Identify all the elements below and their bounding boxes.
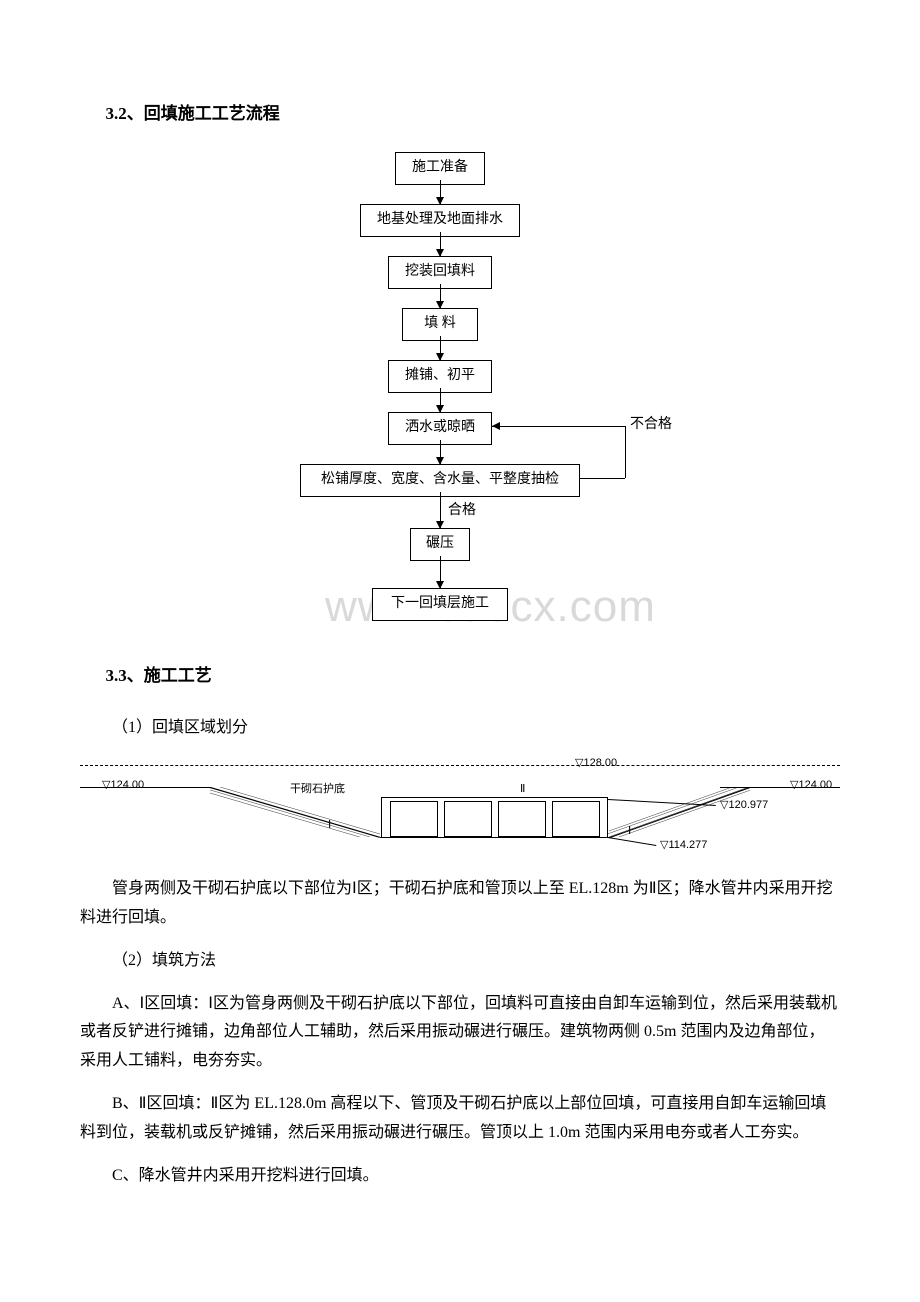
paragraph-method-c: C、降水管井内采用开挖料进行回填。 — [80, 1162, 840, 1191]
flowchart-arrow — [440, 440, 441, 464]
culvert-cell — [444, 801, 492, 837]
flowchart-arrow — [440, 336, 441, 360]
culvert-cell — [390, 801, 438, 837]
flowchart-arrow — [440, 232, 441, 256]
cs-label: Ⅰ — [628, 823, 631, 841]
flowchart-label-nok: 不合格 — [630, 414, 672, 436]
cs-label: ▽114.277 — [660, 837, 707, 855]
flowchart-arrow — [440, 284, 441, 308]
flowchart-label-ok: 合格 — [448, 500, 476, 522]
flowchart-arrow — [440, 492, 441, 528]
cs-label: 干砌石护底 — [290, 781, 345, 799]
culvert-cell — [498, 801, 546, 837]
cs-line — [607, 797, 608, 837]
flowchart-feedback-line — [580, 478, 625, 479]
cs-line — [608, 837, 656, 846]
cs-label: ▽120.977 — [720, 797, 768, 815]
flowchart-feedback-line — [625, 426, 626, 478]
cs-label: Ⅰ — [328, 817, 331, 835]
paragraph-fill-method-title: （2）填筑方法 — [80, 947, 840, 976]
cs-label: Ⅱ — [520, 781, 525, 799]
cs-dash-line — [80, 765, 840, 766]
cs-label: ▽124.00 — [102, 777, 144, 795]
paragraph-zone-desc: 管身两侧及干砌石护底以下部位为Ⅰ区；干砌石护底和管顶以上至 EL.128m 为Ⅱ… — [80, 875, 840, 933]
paragraph-method-a: A、Ⅰ区回填：Ⅰ区为管身两侧及干砌石护底以下部位，回填料可直接由自卸车运输到位，… — [80, 990, 840, 1076]
cs-label: ▽128.00 — [575, 755, 617, 773]
cs-line — [382, 797, 608, 798]
cs-line — [381, 797, 382, 837]
culvert-cell — [552, 801, 600, 837]
flowchart-feedback-line — [492, 426, 625, 427]
section-3-2-title: 3.2、回填施工工艺流程 — [80, 100, 840, 127]
flowchart-arrow — [440, 180, 441, 204]
cs-line — [80, 787, 210, 788]
paragraph-method-b: B、Ⅱ区回填：Ⅱ区为 EL.128.0m 高程以下、管顶及干砌石护底以上部位回填… — [80, 1090, 840, 1148]
flowchart-arrow — [440, 388, 441, 412]
cs-line — [382, 837, 608, 838]
flowchart-node: 下一回填层施工 — [372, 588, 508, 620]
flowchart-container: www.bdocx.com 施工准备地基处理及地面排水挖装回填料填 料摊铺、初平… — [230, 152, 690, 632]
flowchart-arrowhead — [492, 422, 500, 430]
paragraph-zone-division: （1）回填区域划分 — [80, 714, 840, 743]
cs-label: ▽124.00 — [790, 777, 832, 795]
flowchart-arrow — [440, 556, 441, 588]
section-3-3-title: 3.3、施工工艺 — [80, 662, 840, 689]
cross-section-diagram: ▽128.00 ▽124.00 ▽124.00 ▽120.977 ▽114.277 干砌石… — [80, 757, 840, 857]
